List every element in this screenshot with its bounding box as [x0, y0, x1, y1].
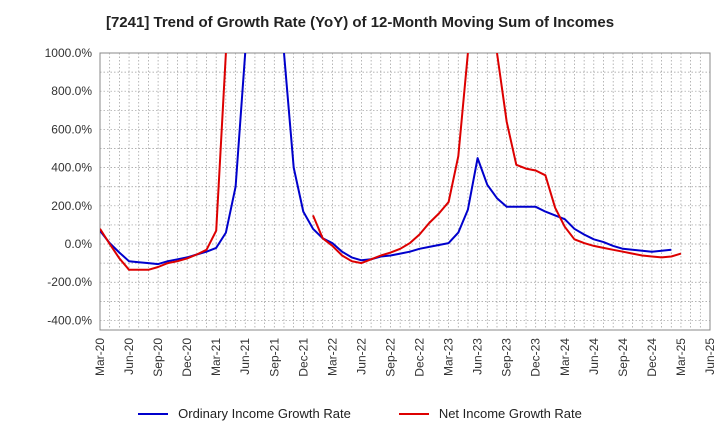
- x-tick-label: Sep-23: [500, 338, 514, 377]
- plot-area: [99, 52, 711, 331]
- x-tick-label: Jun-22: [354, 338, 368, 375]
- chart-title: [7241] Trend of Growth Rate (YoY) of 12-…: [105, 14, 615, 31]
- y-tick-label: 1000.0%: [45, 46, 93, 60]
- x-tick-label: Jun-23: [471, 338, 485, 375]
- x-tick-label: Dec-21: [296, 338, 310, 377]
- x-tick-label: Mar-23: [442, 338, 456, 376]
- legend-item-net: Net Income Growth Rate: [398, 406, 582, 421]
- legend-label-ordinary: Ordinary Income Growth Rate: [178, 406, 351, 421]
- x-tick-label: Jun-21: [238, 338, 252, 375]
- y-tick-label: 600.0%: [51, 122, 92, 136]
- y-tick-label: 800.0%: [51, 84, 92, 98]
- legend-swatch-ordinary: [138, 412, 169, 415]
- x-tick-label: Mar-24: [558, 338, 572, 376]
- x-tick-label: Jun-20: [122, 338, 136, 375]
- x-tick-label: Mar-25: [674, 338, 688, 376]
- series-line-net-income: [100, 53, 227, 271]
- legend-swatch-net: [398, 412, 429, 415]
- x-tick-label: Dec-22: [413, 338, 427, 377]
- series-line-net-income: [496, 53, 682, 259]
- x-tick-label: Jun-25: [703, 338, 717, 375]
- x-tick-label: Sep-20: [151, 338, 165, 377]
- x-tick-label: Mar-22: [325, 338, 339, 376]
- series-line-ordinary-income: [100, 53, 247, 266]
- x-tick-label: Dec-24: [645, 338, 659, 377]
- y-tick-label: -200.0%: [47, 275, 92, 289]
- y-tick-label: 200.0%: [51, 199, 92, 213]
- x-tick-label: Dec-23: [529, 338, 543, 377]
- y-tick-label: -400.0%: [47, 313, 92, 327]
- series-line-ordinary-income: [283, 53, 672, 262]
- x-tick-label: Sep-24: [616, 338, 630, 377]
- x-tick-label: Mar-20: [93, 338, 107, 376]
- y-tick-label: 400.0%: [51, 161, 92, 175]
- chart-legend: Ordinary Income Growth Rate Net Income G…: [0, 406, 720, 421]
- x-tick-label: Dec-20: [180, 338, 194, 377]
- legend-label-net: Net Income Growth Rate: [438, 406, 582, 421]
- series-line-net-income: [312, 53, 469, 265]
- x-tick-label: Mar-21: [209, 338, 223, 376]
- x-tick-label: Jun-24: [587, 338, 601, 375]
- x-tick-label: Sep-21: [267, 338, 281, 377]
- y-tick-label: 0.0%: [65, 237, 93, 251]
- x-tick-label: Sep-22: [383, 338, 397, 377]
- legend-item-ordinary: Ordinary Income Growth Rate: [138, 406, 351, 421]
